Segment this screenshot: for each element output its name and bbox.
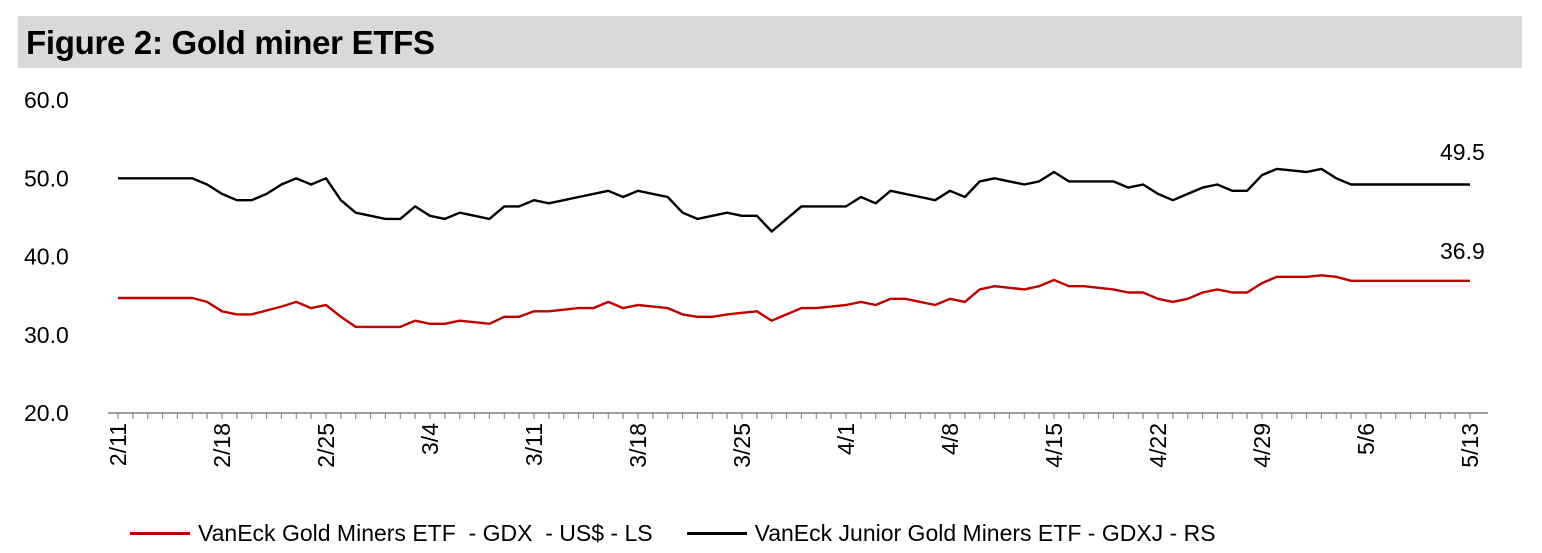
series-line-gdx	[118, 274, 1470, 329]
legend-item-gdxj: VanEck Junior Gold Miners ETF - GDXJ - R…	[686, 519, 1216, 547]
x-tick-label: 4/22	[1145, 423, 1171, 468]
x-tick-label: 3/18	[625, 423, 651, 468]
x-tick-label: 4/8	[937, 423, 963, 455]
y-tick-label: 30.0	[24, 322, 69, 348]
x-tick-label: 4/29	[1249, 423, 1275, 468]
x-tick-label: 4/1	[833, 423, 859, 455]
x-tick-label: 2/11	[105, 423, 131, 466]
y-tick-label: 60.0	[24, 87, 69, 113]
x-tick-label: 3/25	[729, 423, 755, 468]
y-tick-label: 50.0	[24, 165, 69, 191]
x-tick-label: 2/18	[209, 423, 235, 468]
y-tick-label: 40.0	[24, 244, 69, 270]
y-tick-label: 20.0	[24, 400, 69, 426]
series-line-gdxj	[118, 167, 1470, 233]
data-label-gdx: 36.9	[1440, 238, 1485, 264]
legend-label-gdx: VanEck Gold Miners ETF - GDX - US$ - LS	[198, 519, 653, 546]
legend: VanEck Gold Miners ETF - GDX - US$ - LS …	[130, 518, 1250, 548]
chart-title: Figure 2: Gold miner ETFS	[26, 24, 435, 61]
legend-label-gdxj: VanEck Junior Gold Miners ETF - GDXJ - R…	[754, 519, 1216, 546]
legend-item-gdx: VanEck Gold Miners ETF - GDX - US$ - LS	[130, 520, 653, 547]
legend-swatch-gdx	[130, 531, 190, 535]
title-bar: Figure 2: Gold miner ETFS	[18, 16, 1522, 68]
x-tick-label: 3/11	[521, 423, 547, 466]
legend-swatch-gdxj	[686, 531, 747, 535]
x-tick-label: 4/15	[1041, 423, 1067, 468]
x-tick-label: 5/13	[1457, 423, 1483, 468]
x-tick-label: 2/25	[313, 423, 339, 468]
x-tick-label: 5/6	[1353, 423, 1379, 455]
x-tick-label: 3/4	[417, 423, 443, 455]
data-label-gdxj: 49.5	[1440, 139, 1485, 165]
